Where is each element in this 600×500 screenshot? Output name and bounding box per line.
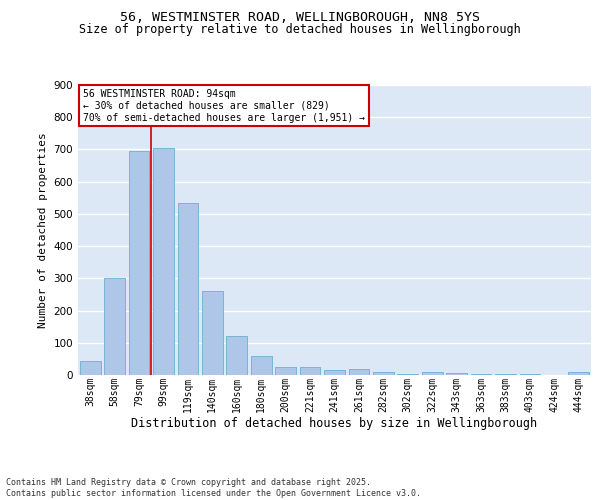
Bar <box>349 369 370 375</box>
Bar <box>153 148 174 375</box>
Bar <box>299 367 320 375</box>
Text: 56, WESTMINSTER ROAD, WELLINGBOROUGH, NN8 5YS: 56, WESTMINSTER ROAD, WELLINGBOROUGH, NN… <box>120 11 480 24</box>
Bar <box>422 372 443 375</box>
Bar <box>251 356 272 375</box>
Y-axis label: Number of detached properties: Number of detached properties <box>38 132 48 328</box>
Bar <box>568 372 589 375</box>
Bar <box>202 291 223 375</box>
Text: 56 WESTMINSTER ROAD: 94sqm
← 30% of detached houses are smaller (829)
70% of sem: 56 WESTMINSTER ROAD: 94sqm ← 30% of deta… <box>83 90 365 122</box>
Bar <box>470 374 491 375</box>
Bar <box>178 202 199 375</box>
Bar <box>446 372 467 375</box>
X-axis label: Distribution of detached houses by size in Wellingborough: Distribution of detached houses by size … <box>131 417 538 430</box>
Bar <box>80 360 101 375</box>
Bar <box>495 374 516 375</box>
Text: Size of property relative to detached houses in Wellingborough: Size of property relative to detached ho… <box>79 22 521 36</box>
Bar <box>373 372 394 375</box>
Bar <box>397 374 418 375</box>
Bar <box>104 278 125 375</box>
Bar <box>275 367 296 375</box>
Bar <box>128 151 149 375</box>
Bar <box>226 336 247 375</box>
Bar <box>324 370 345 375</box>
Text: Contains HM Land Registry data © Crown copyright and database right 2025.
Contai: Contains HM Land Registry data © Crown c… <box>6 478 421 498</box>
Bar <box>520 374 541 375</box>
